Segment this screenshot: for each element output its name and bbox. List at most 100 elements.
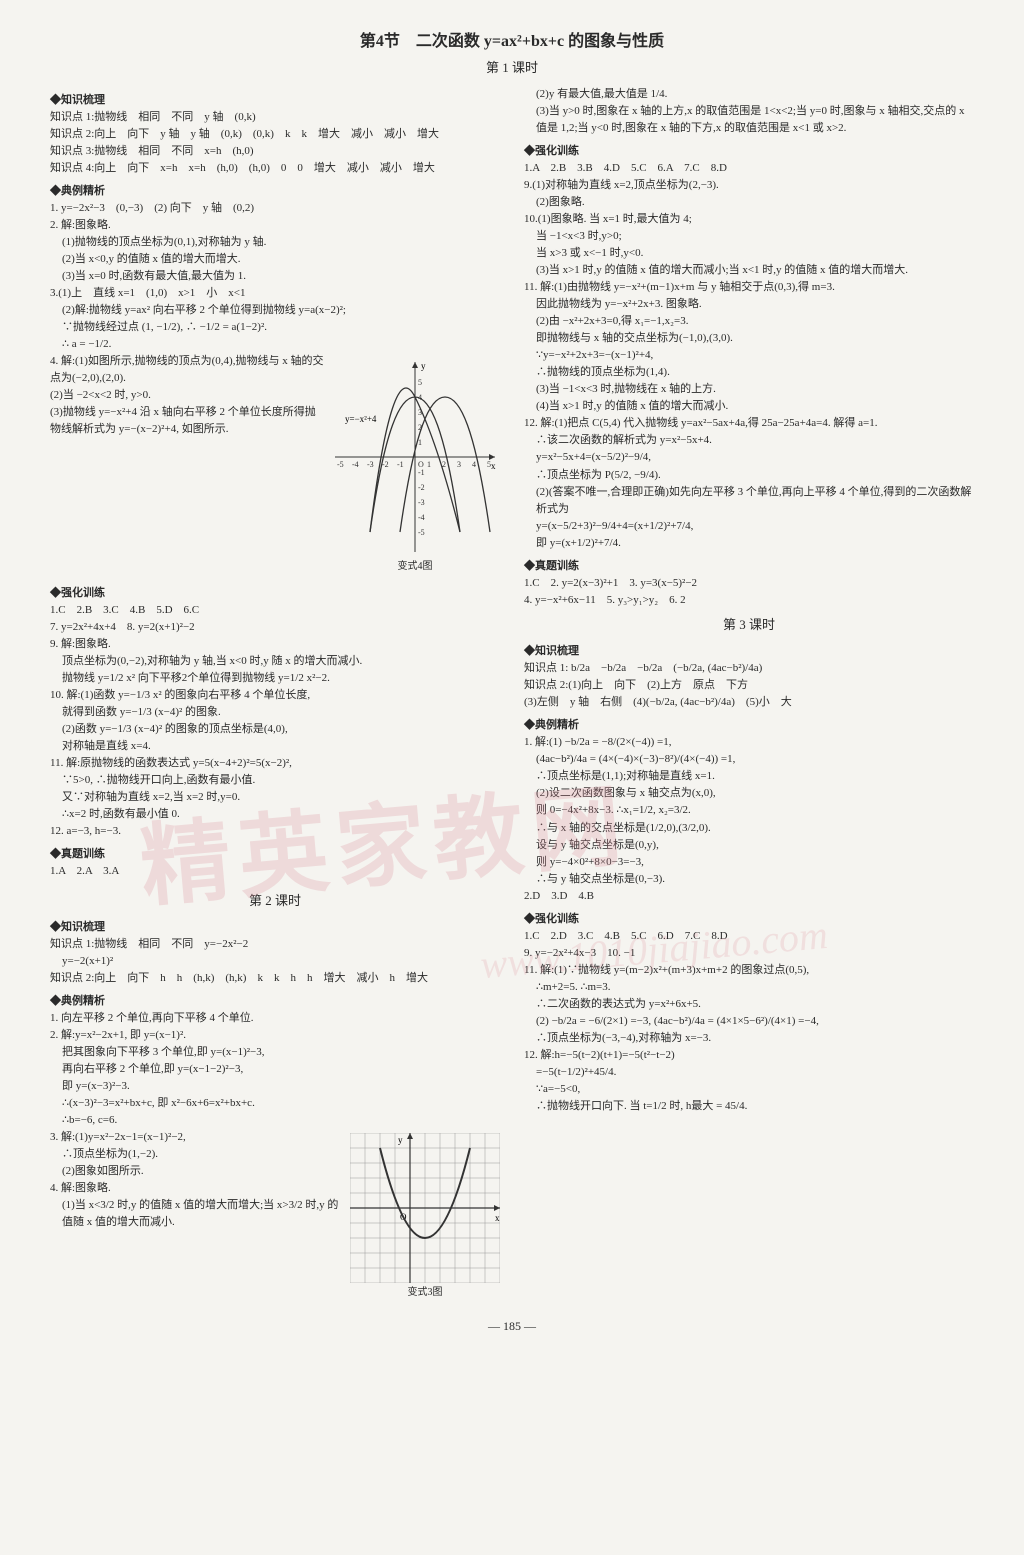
svg-text:-1: -1	[397, 460, 404, 469]
text-line: (2)图象略.	[536, 194, 974, 211]
heading-dianli: ◆典例精析	[50, 183, 500, 200]
text-line: 12. 解:(1)把点 C(5,4) 代入抛物线 y=ax²−5ax+4a,得 …	[524, 415, 974, 432]
text-line: ∴b=−6, c=6.	[62, 1112, 500, 1129]
svg-text:4: 4	[472, 460, 476, 469]
text-line: ∴与 y 轴交点坐标是(0,−3).	[536, 871, 974, 888]
text-line: 3.(1)上 直线 x=1 (1,0) x>1 小 x<1	[50, 285, 500, 302]
svg-text:3: 3	[457, 460, 461, 469]
text-line: 2. 解:y=x²−2x+1, 即 y=(x−1)².	[50, 1027, 500, 1044]
text-line: 2. 解:图象略.	[50, 217, 500, 234]
text-line: 顶点坐标为(0,−2),对称轴为 y 轴,当 x<0 时,y 随 x 的增大而减…	[62, 653, 500, 670]
heading-qianghua: ◆强化训练	[50, 585, 500, 602]
text-line: 抛物线 y=1/2 x² 向下平移2个单位得到抛物线 y=1/2 x²−2.	[62, 670, 500, 687]
text-line: 知识点 4:向上 向下 x=h x=h (h,0) (h,0) 0 0 增大 减…	[50, 160, 500, 177]
text-line: 即 y=(x+1/2)²+7/4.	[536, 535, 974, 552]
text-line: 11. 解:(1)∵抛物线 y=(m−2)x²+(m+3)x+m+2 的图象过点…	[524, 962, 974, 979]
text-line: ∴顶点坐标是(1,1);对称轴是直线 x=1.	[536, 768, 974, 785]
text-line: =−5(t−1/2)²+45/4.	[536, 1064, 974, 1081]
text-line: ∴m+2=5. ∴m=3.	[536, 979, 974, 996]
section-title: 第4节 二次函数 y=ax²+bx+c 的图象与性质	[50, 30, 974, 54]
text-line: (2)y 有最大值,最大值是 1/4.	[536, 86, 974, 103]
text-line: (2)由 −x²+2x+3=0,得 x₁=−1,x₂=3.	[536, 313, 974, 330]
text-line: 即 y=(x−3)²−3.	[62, 1078, 500, 1095]
page-number: — 185 —	[50, 1317, 974, 1335]
text-line: 9.(1)对称轴为直线 x=2,顶点坐标为(2,−3).	[524, 177, 974, 194]
text-line: ∴与 x 轴的交点坐标是(1/2,0),(3/2,0).	[536, 820, 974, 837]
text-line: 对称轴是直线 x=4.	[62, 738, 500, 755]
text-line: 设与 y 轴交点坐标是(0,y),	[536, 837, 974, 854]
text-line: ∴ a = −1/2.	[62, 336, 500, 353]
heading-dianli-3: ◆典例精析	[524, 717, 974, 734]
text-line: 1. 解:(1) −b/2a = −8/(2×(−4)) =1,	[524, 734, 974, 751]
text-line: ∴二次函数的表达式为 y=x²+6x+5.	[536, 996, 974, 1013]
text-line: 则 0=−4x²+8x−3. ∴x₁=1/2, x₂=3/2.	[536, 802, 974, 819]
text-line: (2)(答案不唯一,合理即正确)如先向左平移 3 个单位,再向上平移 4 个单位…	[536, 484, 974, 518]
text-line: 1.A 2.A 3.A	[50, 863, 500, 880]
heading-zhishi-3: ◆知识梳理	[524, 643, 974, 660]
text-line: y=x²−5x+4=(x−5/2)²−9/4,	[536, 449, 974, 466]
page-content: 第4节 二次函数 y=ax²+bx+c 的图象与性质 第 1 课时 ◆知识梳理 …	[0, 0, 1024, 1355]
text-line: ∴抛物线的顶点坐标为(1,4).	[536, 364, 974, 381]
text-line: 再向右平移 2 个单位,即 y=(x−1−2)²−3,	[62, 1061, 500, 1078]
svg-text:-4: -4	[418, 513, 425, 522]
graph-caption-2: 变式3图	[350, 1285, 500, 1301]
svg-text:y=−x²+4: y=−x²+4	[345, 414, 377, 424]
text-line: 2.D 3.D 4.B	[524, 888, 974, 905]
text-line: 知识点 2:向上 向下 y 轴 y 轴 (0,k) (0,k) k k 增大 减…	[50, 126, 500, 143]
svg-text:-3: -3	[418, 498, 425, 507]
text-line: y=−2(x+1)²	[62, 953, 500, 970]
text-line: 11. 解:原抛物线的函数表达式 y=5(x−4+2)²=5(x−2)²,	[50, 755, 500, 772]
svg-text:O: O	[418, 460, 424, 469]
text-line: y=(x−5/2+3)²−9/4+4=(x+1/2)²+7/4,	[536, 518, 974, 535]
svg-text:x: x	[491, 461, 496, 471]
text-line: ∵抛物线经过点 (1, −1/2), ∴ −1/2 = a(1−2)².	[62, 319, 500, 336]
text-line: 知识点 1:抛物线 相同 不同 y 轴 (0,k)	[50, 109, 500, 126]
text-line: (2) −b/2a = −6/(2×1) =−3, (4ac−b²)/4a = …	[536, 1013, 974, 1030]
text-line: 1. 向左平移 2 个单位,再向下平移 4 个单位.	[50, 1010, 500, 1027]
text-line: 则 y=−4×0²+8×0−3=−3,	[536, 854, 974, 871]
text-line: 12. a=−3, h=−3.	[50, 823, 500, 840]
svg-text:-2: -2	[418, 483, 425, 492]
text-line: (3)当 y>0 时,图象在 x 轴的上方,x 的取值范围是 1<x<2;当 y…	[536, 103, 974, 137]
svg-text:-3: -3	[367, 460, 374, 469]
text-line: ∴顶点坐标为 P(5/2, −9/4).	[536, 467, 974, 484]
text-line: 7. y=2x²+4x+4 8. y=2(x+1)²−2	[50, 619, 500, 636]
text-line: (3)当 x>1 时,y 的值随 x 值的增大而减小;当 x<1 时,y 的值随…	[536, 262, 974, 279]
text-line: 10.(1)图象略. 当 x=1 时,最大值为 4;	[524, 211, 974, 228]
svg-text:-5: -5	[418, 528, 425, 537]
text-line: (1)抛物线的顶点坐标为(0,1),对称轴为 y 轴.	[62, 234, 500, 251]
text-line: 就得到函数 y=−1/3 (x−4)² 的图象.	[62, 704, 500, 721]
text-line: (4)当 x>1 时,y 的值随 x 值的增大而减小.	[536, 398, 974, 415]
svg-text:5: 5	[418, 378, 422, 387]
parabola-graph-1: x y -5-4-3 -2-1 123 45 123 45 -1-2-3 -4-…	[330, 357, 500, 575]
text-line: ∴顶点坐标为(−3,−4),对称轴为 x=−3.	[536, 1030, 974, 1047]
lesson-3-heading: 第 3 课时	[524, 615, 974, 635]
text-line: 9. y=−2x²+4x−3 10. −1	[524, 945, 974, 962]
svg-text:x: x	[495, 1213, 500, 1223]
text-line: (2)函数 y=−1/3 (x−4)² 的图象的顶点坐标是(4,0),	[62, 721, 500, 738]
left-column: ◆知识梳理 知识点 1:抛物线 相同 不同 y 轴 (0,k) 知识点 2:向上…	[50, 86, 500, 1305]
svg-text:y: y	[398, 1135, 403, 1145]
heading-zhenti: ◆真题训练	[50, 846, 500, 863]
text-line: 知识点 3:抛物线 相同 不同 x=h (h,0)	[50, 143, 500, 160]
heading-zhishi-2: ◆知识梳理	[50, 919, 500, 936]
text-line: (3)当 −1<x<3 时,抛物线在 x 轴的上方.	[536, 381, 974, 398]
text-line: 11. 解:(1)由抛物线 y=−x²+(m−1)x+m 与 y 轴相交于点(0…	[524, 279, 974, 296]
text-line: 即抛物线与 x 轴的交点坐标为(−1,0),(3,0).	[536, 330, 974, 347]
heading-qianghua-r: ◆强化训练	[524, 143, 974, 160]
text-line: 1.C 2.D 3.C 4.B 5.C 6.D 7.C 8.D	[524, 928, 974, 945]
text-line: ∵a=−5<0,	[536, 1081, 974, 1098]
text-line: 1.C 2.B 3.C 4.B 5.D 6.C	[50, 602, 500, 619]
text-line: 当 −1<x<3 时,y>0;	[536, 228, 974, 245]
text-line: ∴(x−3)²−3=x²+bx+c, 即 x²−6x+6=x²+bx+c.	[62, 1095, 500, 1112]
text-line: 4. y=−x²+6x−11 5. y₃>y₁>y₂ 6. 2	[524, 592, 974, 609]
graph-caption: 变式4图	[330, 559, 500, 575]
text-line: 9. 解:图象略.	[50, 636, 500, 653]
text-line: ∵y=−x²+2x+3=−(x−1)²+4,	[536, 347, 974, 364]
text-line: (2)解:抛物线 y=ax² 向右平移 2 个单位得到抛物线 y=a(x−2)²…	[62, 302, 500, 319]
heading-zhishi: ◆知识梳理	[50, 92, 500, 109]
text-line: 1.C 2. y=2(x−3)²+1 3. y=3(x−5)²−2	[524, 575, 974, 592]
text-line: (3)当 x=0 时,函数有最大值,最大值为 1.	[62, 268, 500, 285]
text-line: 知识点 1:抛物线 相同 不同 y=−2x²−2	[50, 936, 500, 953]
heading-dianli-2: ◆典例精析	[50, 993, 500, 1010]
